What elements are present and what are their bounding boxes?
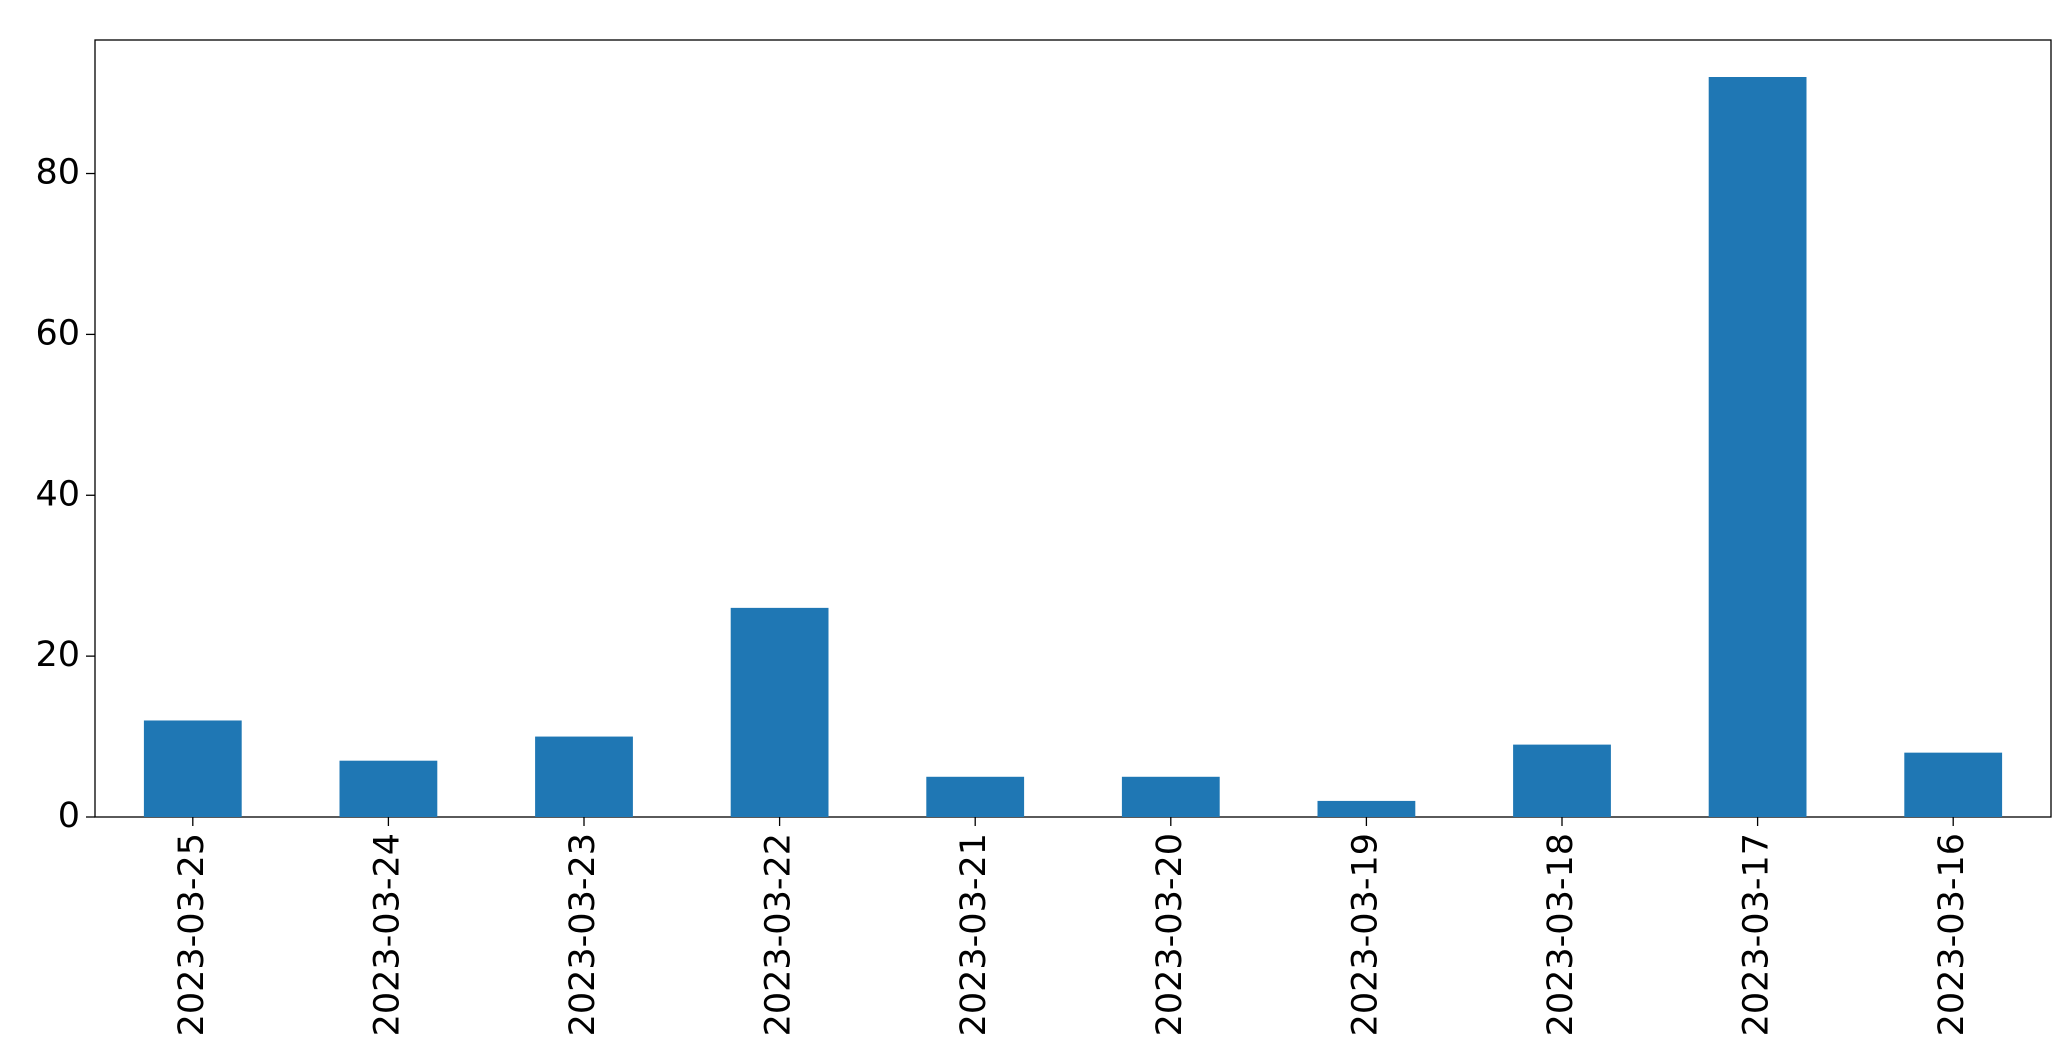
bar <box>1708 77 1807 817</box>
bar <box>926 776 1025 817</box>
y-tick-label: 60 <box>35 313 80 353</box>
x-tick-label: 2023-03-20 <box>1150 833 1190 1036</box>
y-tick-label: 40 <box>35 474 80 514</box>
bar <box>730 607 829 817</box>
y-tick-label: 20 <box>35 635 80 675</box>
x-tick-label: 2023-03-22 <box>759 833 799 1036</box>
bar <box>1317 800 1416 817</box>
bar <box>1121 776 1220 817</box>
y-tick-label: 80 <box>35 153 80 193</box>
x-tick-label: 2023-03-17 <box>1737 833 1777 1036</box>
x-tick-label: 2023-03-18 <box>1541 833 1581 1036</box>
bar <box>1904 752 2003 817</box>
x-tick-label: 2023-03-24 <box>367 833 407 1036</box>
x-tick-label: 2023-03-25 <box>172 833 212 1036</box>
plot-frame <box>94 39 2052 818</box>
bar <box>339 760 438 817</box>
bar <box>535 736 633 817</box>
x-tick-label: 2023-03-16 <box>1932 833 1972 1036</box>
x-tick-label: 2023-03-23 <box>563 833 603 1036</box>
y-tick-label: 0 <box>58 796 80 836</box>
bar <box>143 720 242 817</box>
bar <box>1513 744 1611 817</box>
x-tick-label: 2023-03-19 <box>1345 833 1385 1036</box>
x-tick-label: 2023-03-21 <box>954 833 994 1036</box>
